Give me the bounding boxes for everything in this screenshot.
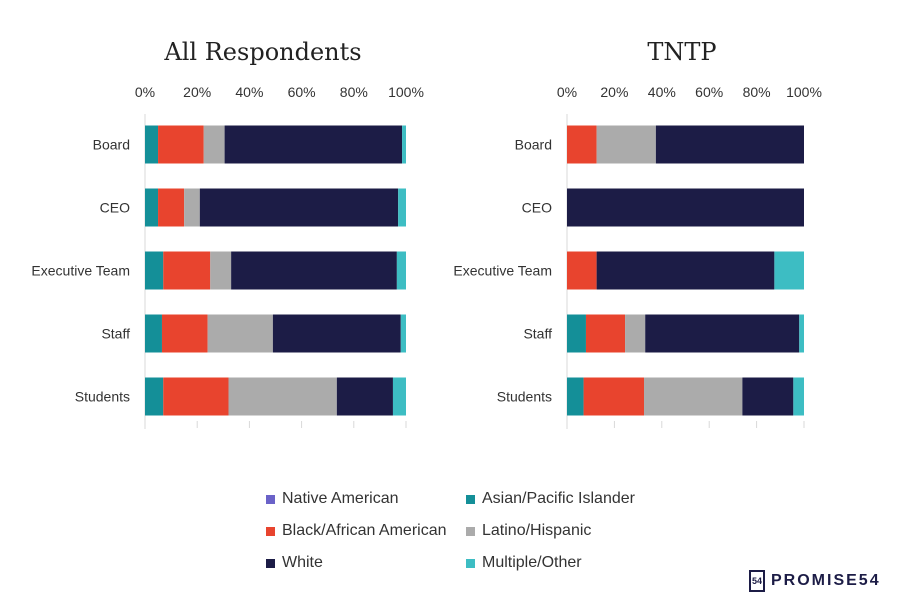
bar-segment-ceo-latino-hispanic	[184, 188, 200, 227]
category-label-ceo: CEO	[522, 200, 552, 216]
bar-segment-students-multiple-other	[793, 377, 804, 416]
legend-swatch-native-american	[266, 494, 275, 504]
legend-label-white: White	[282, 554, 323, 571]
x-tick-label: 60%	[695, 84, 723, 100]
bar-segment-executive-team-multiple-other	[396, 251, 406, 290]
logo-text: PROMISE54	[771, 572, 881, 589]
x-tick-label: 0%	[557, 84, 577, 100]
chart-tntp: TNTP 0% 20% 40% 60% 80% 100% Board CEO Executive …	[453, 38, 822, 429]
bar-segment-executive-team-white	[596, 251, 775, 290]
legend-swatch-white	[266, 558, 275, 568]
bar-segment-board-latino-hispanic	[203, 125, 225, 164]
bar-segment-executive-team-multiple-other	[774, 251, 804, 290]
legend-swatch-asian-pacific-islander	[466, 494, 475, 504]
legend-label-asian-pacific-islander: Asian/Pacific Islander	[482, 490, 635, 507]
bar-segment-staff-white	[645, 314, 800, 353]
bar-segment-staff-asian-pacific-islander	[145, 314, 162, 353]
bar-segment-executive-team-asian-pacific-islander	[145, 251, 164, 290]
charts-area: All Respondents 0% 20% 40% 60% 80% 100% Board CE…	[31, 38, 822, 429]
bar-segment-executive-team-black-african-american	[163, 251, 211, 290]
x-tick-label: 60%	[288, 84, 316, 100]
bar-segment-executive-team-latino-hispanic	[210, 251, 232, 290]
bar-segment-board-latino-hispanic	[596, 125, 656, 164]
legend-item-black-african-american: Black/African American	[266, 522, 447, 540]
bar-segment-students-black-african-american	[583, 377, 645, 416]
bar-segment-executive-team-black-african-american	[567, 251, 597, 290]
x-tick-label: 80%	[743, 84, 771, 100]
x-tick-label: 40%	[648, 84, 676, 100]
bar-segment-students-white	[742, 377, 794, 416]
x-tick-label: 100%	[388, 84, 424, 100]
bar-segment-students-multiple-other	[392, 377, 406, 416]
legend-swatch-black-african-american	[266, 526, 275, 536]
x-tick-label: 0%	[135, 84, 155, 100]
bar-segment-ceo-white	[567, 188, 804, 227]
bar-segment-students-latino-hispanic	[228, 377, 337, 416]
legend-swatch-multiple-other	[466, 558, 475, 568]
category-label-staff: Staff	[101, 326, 130, 342]
bar-segment-staff-black-african-american	[585, 314, 626, 353]
legend-label-black-african-american: Black/African American	[282, 522, 447, 539]
category-label-students: Students	[75, 389, 130, 405]
legend-label-multiple-other: Multiple/Other	[482, 554, 582, 571]
bar-segment-board-black-african-american	[158, 125, 204, 164]
bar-segment-executive-team-white	[231, 251, 397, 290]
chart-all-respondents: All Respondents 0% 20% 40% 60% 80% 100% Board CE…	[31, 38, 424, 429]
x-tick-label: 80%	[340, 84, 368, 100]
promise54-logo: 54 PROMISE54	[749, 570, 881, 592]
legend-swatch-latino-hispanic	[466, 526, 475, 536]
bar-segment-board-black-african-american	[567, 125, 597, 164]
bar-segment-students-black-african-american	[163, 377, 229, 416]
legend-item-asian-pacific-islander: Asian/Pacific Islander	[466, 490, 635, 508]
bar-segment-staff-multiple-other	[400, 314, 406, 353]
bar-segment-staff-latino-hispanic	[207, 314, 273, 353]
bar-segment-students-asian-pacific-islander	[567, 377, 584, 416]
logo-mark-icon: 54	[749, 570, 765, 592]
category-label-executive-team: Executive Team	[453, 263, 552, 279]
x-tick-label: 40%	[235, 84, 263, 100]
bar-segment-staff-asian-pacific-islander	[567, 314, 586, 353]
bar-segment-ceo-asian-pacific-islander	[145, 188, 159, 227]
bar-segment-board-white	[655, 125, 804, 164]
bar-segment-students-white	[336, 377, 393, 416]
legend-item-native-american: Native American	[266, 490, 399, 508]
chart-title: TNTP	[647, 38, 716, 66]
bar-segment-staff-latino-hispanic	[625, 314, 646, 353]
bar-segment-students-latino-hispanic	[644, 377, 743, 416]
category-label-ceo: CEO	[100, 200, 130, 216]
category-label-staff: Staff	[523, 326, 552, 342]
x-tick-label: 20%	[183, 84, 211, 100]
bar-segment-ceo-white	[199, 188, 399, 227]
logo-mark-text: 54	[751, 576, 762, 586]
bar-segment-staff-black-african-american	[161, 314, 208, 353]
category-label-board: Board	[93, 137, 130, 153]
category-label-students: Students	[497, 389, 552, 405]
bar-segment-staff-white	[272, 314, 401, 353]
bar-segment-students-asian-pacific-islander	[145, 377, 164, 416]
bar-segment-board-white	[224, 125, 403, 164]
chart-title: All Respondents	[163, 38, 361, 66]
legend-item-white: White	[266, 554, 323, 572]
bar-segment-ceo-black-african-american	[158, 188, 185, 227]
legend-item-multiple-other: Multiple/Other	[466, 554, 582, 572]
bar-segment-board-multiple-other	[402, 125, 406, 164]
x-tick-label: 100%	[786, 84, 822, 100]
bar-segment-board-asian-pacific-islander	[145, 125, 159, 164]
legend-label-latino-hispanic: Latino/Hispanic	[482, 522, 592, 539]
x-tick-label: 20%	[600, 84, 628, 100]
legend-item-latino-hispanic: Latino/Hispanic	[466, 522, 591, 540]
category-label-executive-team: Executive Team	[31, 263, 130, 279]
bar-segment-ceo-multiple-other	[398, 188, 406, 227]
category-label-board: Board	[515, 137, 552, 153]
legend-label-native-american: Native American	[282, 490, 399, 507]
bar-segment-staff-multiple-other	[799, 314, 804, 353]
